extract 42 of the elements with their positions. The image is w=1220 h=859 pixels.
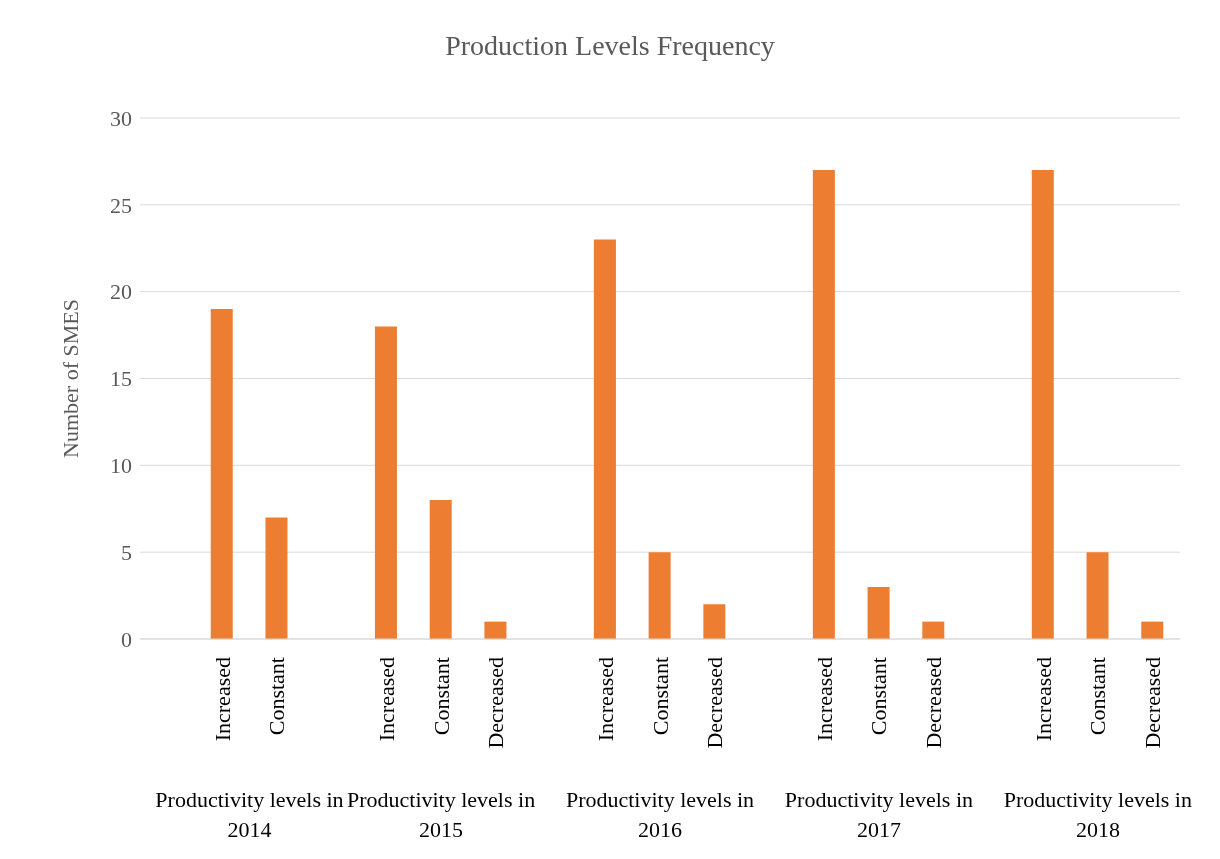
chart-title: Production Levels Frequency bbox=[444, 30, 776, 62]
bar bbox=[374, 326, 397, 639]
y-tick-label: 0 bbox=[121, 626, 132, 652]
bar bbox=[1031, 170, 1054, 639]
bar bbox=[1141, 621, 1164, 639]
y-tick-label: 5 bbox=[121, 539, 132, 565]
text: Productivity levels in 2018 bbox=[1002, 786, 1193, 844]
x-tick-label: Constant bbox=[1085, 657, 1111, 736]
x-tick-label: Constant bbox=[647, 657, 673, 736]
y-tick-label: 15 bbox=[110, 366, 132, 392]
bar bbox=[429, 500, 452, 639]
bar bbox=[703, 604, 726, 639]
bar bbox=[648, 552, 671, 639]
text: Productivity levels in 2017 bbox=[783, 786, 975, 844]
bar bbox=[265, 517, 288, 639]
x-tick-label: Constant bbox=[428, 657, 454, 736]
x-tick-label: Increased bbox=[1030, 657, 1056, 742]
x-tick-label: Increased bbox=[373, 657, 399, 742]
bar bbox=[484, 621, 507, 639]
x-tick-label: Decreased bbox=[483, 657, 509, 749]
x-tick-label: Increased bbox=[811, 657, 837, 742]
y-tick-label: 20 bbox=[110, 279, 132, 305]
text: Productivity levels in 2014 bbox=[155, 787, 344, 842]
y-tick-label: 10 bbox=[110, 453, 132, 479]
x-tick-label: Decreased bbox=[921, 657, 947, 749]
text: Productivity levels in 2015 bbox=[346, 787, 536, 842]
y-tick-label: 30 bbox=[110, 105, 132, 131]
x-tick-label: Increased bbox=[592, 657, 618, 742]
x-tick-label: Decreased bbox=[1140, 657, 1166, 749]
bar bbox=[210, 309, 233, 639]
y-tick-label: 25 bbox=[110, 192, 132, 218]
bar bbox=[1086, 552, 1109, 639]
bar bbox=[867, 586, 890, 639]
x-tick-label: Decreased bbox=[702, 657, 728, 749]
x-tick-label: Constant bbox=[866, 657, 892, 736]
text: Productivity levels in 2016 bbox=[564, 786, 756, 844]
bar bbox=[593, 239, 616, 639]
x-tick-label: Constant bbox=[264, 657, 290, 736]
bar bbox=[812, 170, 835, 639]
x-tick-label: Increased bbox=[209, 657, 235, 742]
bar bbox=[922, 621, 945, 639]
y-axis-title: Number of SMES bbox=[57, 299, 83, 458]
